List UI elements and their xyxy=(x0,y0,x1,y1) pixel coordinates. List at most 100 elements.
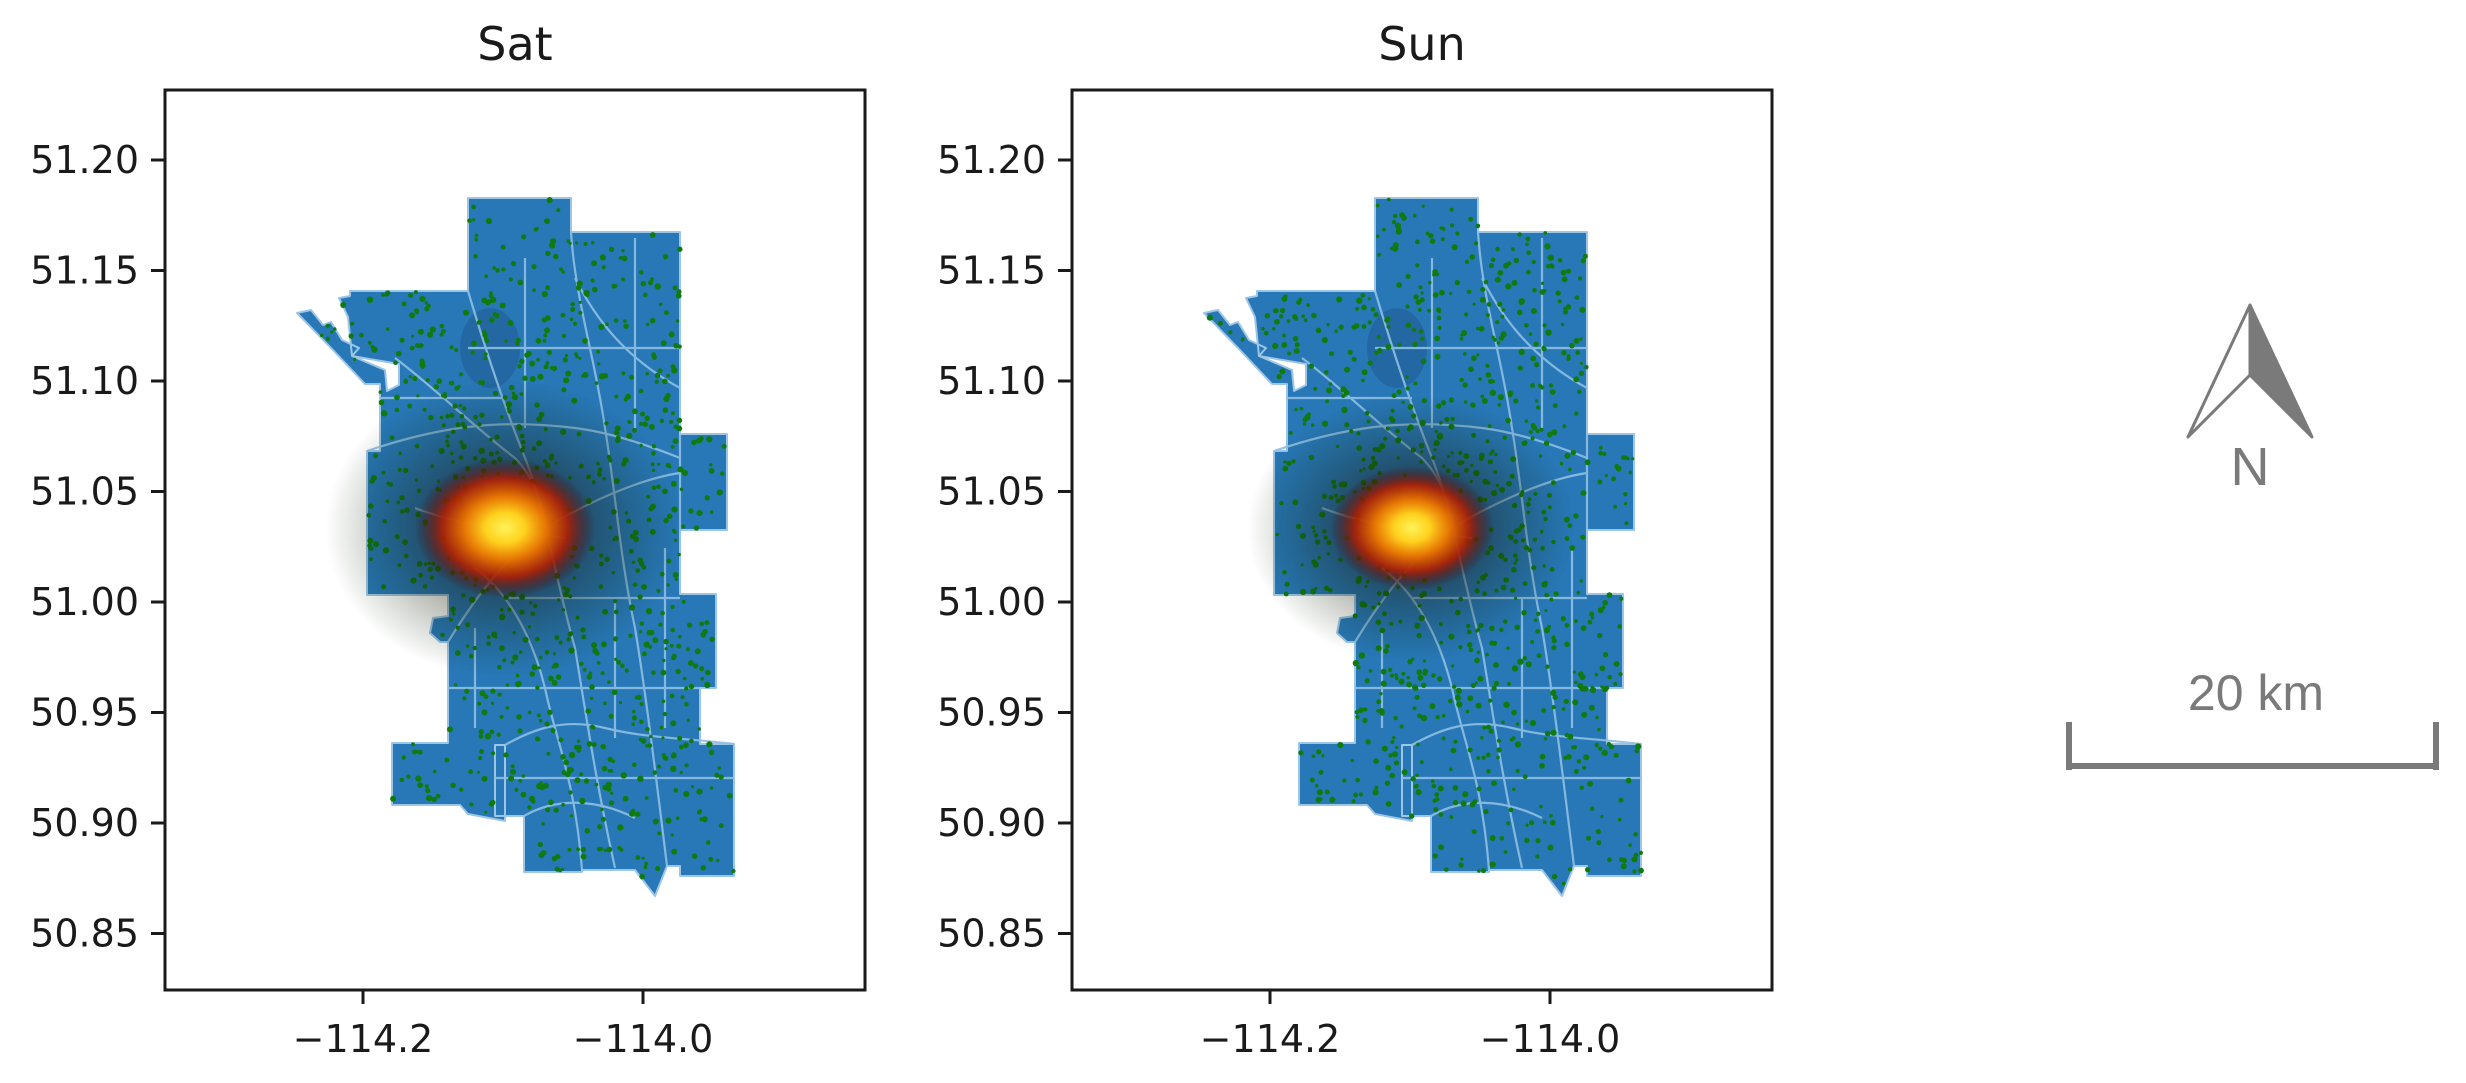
activity-point xyxy=(1217,320,1223,326)
activity-point xyxy=(1496,341,1501,345)
activity-point xyxy=(1415,773,1419,777)
activity-point xyxy=(600,807,604,812)
activity-point xyxy=(481,709,488,716)
activity-point xyxy=(654,372,661,379)
activity-point xyxy=(472,218,476,222)
activity-point xyxy=(1576,590,1581,595)
activity-point xyxy=(672,438,679,445)
activity-point xyxy=(597,362,601,366)
activity-point xyxy=(1441,736,1446,741)
activity-point xyxy=(697,727,701,731)
activity-point xyxy=(1462,382,1468,388)
panel-title: Sun xyxy=(1378,17,1466,71)
activity-point xyxy=(381,293,385,297)
activity-point xyxy=(332,327,337,331)
activity-point xyxy=(665,817,672,824)
activity-point xyxy=(660,669,667,676)
activity-point xyxy=(1489,389,1496,396)
activity-point xyxy=(479,749,485,754)
activity-point xyxy=(482,329,487,335)
y-tick-label: 51.20 xyxy=(937,138,1046,182)
activity-point xyxy=(678,634,682,639)
activity-point xyxy=(1551,645,1557,651)
activity-point xyxy=(1321,754,1325,758)
activity-point xyxy=(395,350,402,357)
activity-point xyxy=(613,318,619,323)
activity-point xyxy=(644,796,649,800)
x-tick-label: −114.2 xyxy=(1200,1017,1341,1061)
activity-point xyxy=(1439,289,1445,296)
activity-point xyxy=(467,218,472,223)
activity-point xyxy=(1600,814,1604,819)
activity-point xyxy=(574,777,581,784)
city-boundary-map xyxy=(1203,197,1644,897)
activity-point xyxy=(683,742,689,749)
activity-point xyxy=(1546,431,1553,438)
activity-point xyxy=(1351,799,1356,804)
activity-point xyxy=(1394,673,1398,677)
activity-point xyxy=(1361,369,1368,376)
activity-point xyxy=(1478,325,1485,332)
activity-point xyxy=(1573,768,1579,774)
activity-point xyxy=(503,752,509,758)
activity-point xyxy=(1618,672,1623,677)
activity-point xyxy=(1376,335,1381,340)
activity-point xyxy=(499,714,504,719)
activity-point xyxy=(1477,869,1481,873)
activity-point xyxy=(1375,203,1380,208)
activity-point xyxy=(501,267,506,272)
activity-point xyxy=(483,356,488,361)
activity-point xyxy=(510,764,515,769)
activity-point xyxy=(1467,747,1473,753)
activity-point xyxy=(1511,736,1516,741)
activity-point xyxy=(1497,301,1503,307)
activity-point xyxy=(618,701,623,705)
activity-point xyxy=(1617,817,1622,822)
activity-point xyxy=(1393,715,1398,721)
activity-point xyxy=(632,709,636,714)
activity-point xyxy=(1488,378,1494,384)
activity-point xyxy=(607,756,613,763)
activity-point xyxy=(1483,809,1489,815)
activity-point xyxy=(1500,331,1507,338)
activity-point xyxy=(583,778,590,784)
activity-point xyxy=(424,784,429,789)
y-tick-label: 51.00 xyxy=(937,580,1046,624)
activity-point xyxy=(1353,323,1360,329)
activity-point xyxy=(1358,792,1364,797)
activity-point xyxy=(385,327,390,331)
activity-point xyxy=(1541,708,1547,713)
activity-point xyxy=(1634,749,1639,754)
y-axis: 51.20 51.15 51.10 51.05 51.00 50.95 50.90 50.85 xyxy=(937,138,1072,956)
activity-point xyxy=(1475,702,1482,709)
activity-point xyxy=(499,302,506,309)
activity-point xyxy=(1482,725,1487,730)
activity-point xyxy=(1533,618,1538,623)
activity-point xyxy=(1413,686,1419,691)
activity-point xyxy=(726,792,733,799)
activity-point xyxy=(670,627,675,633)
activity-point xyxy=(1571,745,1575,750)
activity-point xyxy=(540,850,547,856)
activity-point xyxy=(1356,297,1363,304)
activity-point xyxy=(1628,843,1632,847)
activity-point xyxy=(1580,258,1586,264)
activity-point xyxy=(539,784,546,791)
activity-point xyxy=(1406,681,1412,688)
activity-point xyxy=(419,360,426,367)
activity-point xyxy=(545,250,551,257)
activity-point xyxy=(1329,351,1335,357)
activity-point xyxy=(1455,687,1462,695)
activity-point xyxy=(702,628,708,635)
activity-point xyxy=(1564,732,1569,738)
activity-point xyxy=(599,254,606,261)
activity-point xyxy=(414,308,420,314)
activity-point xyxy=(542,338,547,343)
activity-point xyxy=(1363,707,1368,712)
y-tick-label: 50.90 xyxy=(30,801,139,845)
activity-point xyxy=(1573,680,1578,685)
activity-point xyxy=(1415,239,1420,245)
activity-point xyxy=(1493,680,1500,687)
activity-point xyxy=(1385,343,1392,350)
activity-point xyxy=(1279,314,1284,319)
